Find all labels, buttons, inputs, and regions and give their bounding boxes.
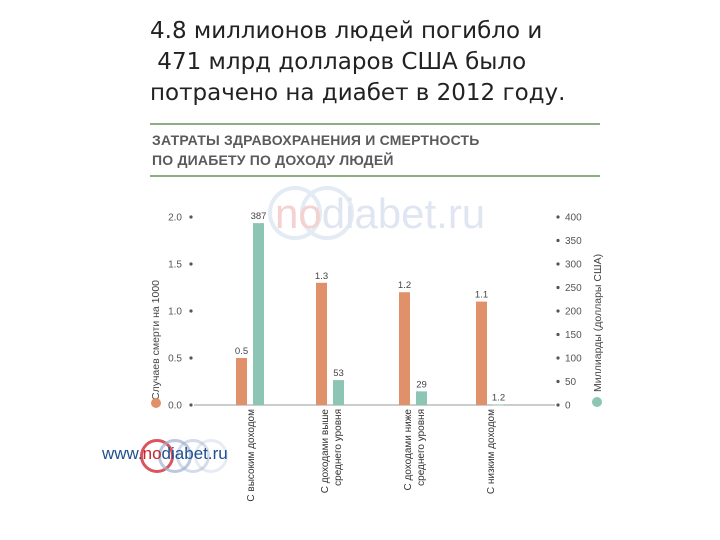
y-right-tick-label: 100 <box>565 354 582 365</box>
y-tick-label: 0.0 <box>168 401 182 412</box>
category-label: среднего уровня <box>333 409 344 486</box>
y-right-tick-dot <box>556 309 560 313</box>
headline: 4.8 миллионов людей погибло и 471 млрд д… <box>150 16 620 109</box>
data-label-deaths: 0.5 <box>235 346 248 357</box>
category-label: С низким доходом <box>486 409 497 494</box>
y-right-tick-label: 50 <box>565 377 577 388</box>
y-tick-dot <box>189 215 193 219</box>
headline-line-1: 4.8 миллионов людей погибло и <box>150 18 543 44</box>
y-axis-legend-dot-deaths <box>151 398 161 408</box>
site-rest: diabet.ru <box>161 444 228 463</box>
watermark-part-1: no <box>275 190 322 237</box>
watermark-logo: nodiabet.ru <box>275 190 485 238</box>
y-right-tick-dot <box>556 332 560 337</box>
bar-spend <box>253 223 264 405</box>
data-label-spend: 1.2 <box>492 392 505 403</box>
y-right-tick-label: 400 <box>565 213 582 224</box>
y-right-tick-label: 250 <box>565 283 582 294</box>
y-axis-label: Случаев смерти на 1000 <box>150 280 162 400</box>
y-tick-dot <box>189 262 193 266</box>
site-no: no <box>142 444 162 463</box>
bar-spend <box>416 391 427 405</box>
category-label: С доходами ниже <box>403 409 414 491</box>
y-right-tick-dot <box>556 356 560 360</box>
y-tick-label: 1.5 <box>168 260 182 271</box>
y-right-axis-label: Миллиарды (доллары США) <box>592 254 604 392</box>
data-label-spend: 387 <box>251 211 267 222</box>
logo-rings-icon <box>140 437 240 473</box>
y-right-tick-label: 300 <box>565 260 582 271</box>
headline-line-3: потрачено на диабет в 2012 году. <box>150 80 566 106</box>
watermark-part-2: diabet.ru <box>321 190 486 237</box>
y-right-tick-label: 0 <box>565 401 571 412</box>
category-label: С высоким доходом <box>246 409 257 502</box>
chart-subtitle: ЗАТРАТЫ ЗДРАВОХРАНЕНИЯ И СМЕРТНОСТЬ ПО Д… <box>152 130 602 170</box>
y-tick-dot <box>189 403 193 407</box>
y-right-tick-dot <box>556 238 560 243</box>
y-right-tick-label: 150 <box>565 330 582 341</box>
headline-line-2: 471 млрд долларов США было <box>150 49 527 75</box>
y-tick-label: 1.0 <box>168 307 182 318</box>
bar-deaths <box>316 282 327 405</box>
y-tick-label: 0.5 <box>168 354 182 365</box>
bar-deaths <box>399 292 410 405</box>
bar-spend <box>333 380 344 405</box>
data-label-deaths: 1.1 <box>475 290 488 301</box>
category-label: С доходами выше <box>320 409 331 494</box>
y-right-tick-dot <box>556 215 560 219</box>
data-label-deaths: 1.2 <box>398 280 411 291</box>
bar-deaths <box>476 301 487 405</box>
y-right-tick-dot <box>556 403 560 407</box>
subtitle-line-1: ЗАТРАТЫ ЗДРАВОХРАНЕНИЯ И СМЕРТНОСТЬ <box>152 132 480 148</box>
y-right-tick-dot <box>556 379 560 384</box>
y-tick-dot <box>189 309 193 313</box>
y-right-axis-legend-dot-spend <box>592 397 602 407</box>
y-tick-label: 2.0 <box>168 213 182 224</box>
data-label-spend: 53 <box>333 368 344 379</box>
y-right-tick-dot <box>556 262 560 266</box>
bar-deaths <box>236 358 247 405</box>
bottom-divider <box>150 175 600 177</box>
top-divider <box>150 123 600 125</box>
watermark-ring-icon <box>300 186 354 240</box>
subtitle-line-2: ПО ДИАБЕТУ ПО ДОХОДУ ЛЮДЕЙ <box>152 152 394 168</box>
y-right-tick-label: 200 <box>565 307 582 318</box>
y-right-tick-dot <box>556 285 560 290</box>
data-label-spend: 29 <box>416 379 427 390</box>
category-label: среднего уровня <box>416 409 427 486</box>
y-tick-dot <box>189 356 193 360</box>
site-prefix: www. <box>102 444 143 463</box>
data-label-deaths: 1.3 <box>315 271 328 282</box>
bar-spend <box>493 404 504 406</box>
y-right-tick-label: 350 <box>565 236 582 247</box>
site-url-link[interactable]: www.nodiabet.ru <box>102 444 228 464</box>
